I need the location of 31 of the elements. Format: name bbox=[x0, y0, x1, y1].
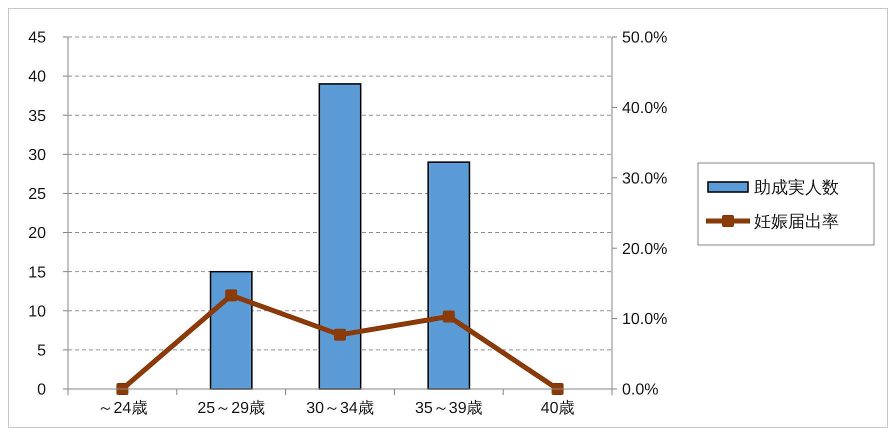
y2-tick-label: 10.0% bbox=[622, 311, 668, 328]
point bbox=[552, 383, 564, 395]
y-tick-label: 30 bbox=[28, 146, 46, 164]
y-tick-label: 35 bbox=[28, 108, 46, 125]
y-tick-label: 10 bbox=[28, 303, 46, 320]
x-tick-label: 30～34歳 bbox=[306, 399, 374, 417]
y-tick-label: 5 bbox=[37, 342, 46, 360]
bar bbox=[318, 83, 362, 390]
y-tick-label: 25 bbox=[28, 186, 46, 204]
bar bbox=[427, 161, 470, 390]
y-tick-label: 40 bbox=[28, 68, 46, 86]
y-tick-label: 45 bbox=[28, 30, 46, 47]
x-tick-label: ～24歳 bbox=[98, 399, 148, 417]
x-tick-label: 25～29歳 bbox=[197, 399, 265, 417]
x-tick-label: 35～39歳 bbox=[415, 399, 483, 417]
point bbox=[116, 383, 128, 395]
bar bbox=[210, 270, 253, 390]
point bbox=[334, 328, 346, 341]
y2-tick-label: 30.0% bbox=[622, 170, 668, 188]
point bbox=[442, 310, 455, 322]
y2-tick-label: 50.0% bbox=[622, 30, 668, 47]
y2-tick-label: 0.0% bbox=[622, 382, 658, 399]
x-tick-label: 40歳 bbox=[540, 399, 574, 417]
y-tick-label: 20 bbox=[28, 225, 46, 242]
y-tick-label: 15 bbox=[28, 264, 46, 282]
y2-tick-label: 20.0% bbox=[622, 240, 668, 258]
y-tick-label: 0 bbox=[37, 382, 46, 399]
legend-label: 助成実人数 bbox=[754, 178, 839, 197]
point bbox=[225, 289, 238, 302]
y2-tick-label: 40.0% bbox=[622, 100, 668, 117]
legend-label: 妊娠届出率 bbox=[754, 212, 839, 231]
